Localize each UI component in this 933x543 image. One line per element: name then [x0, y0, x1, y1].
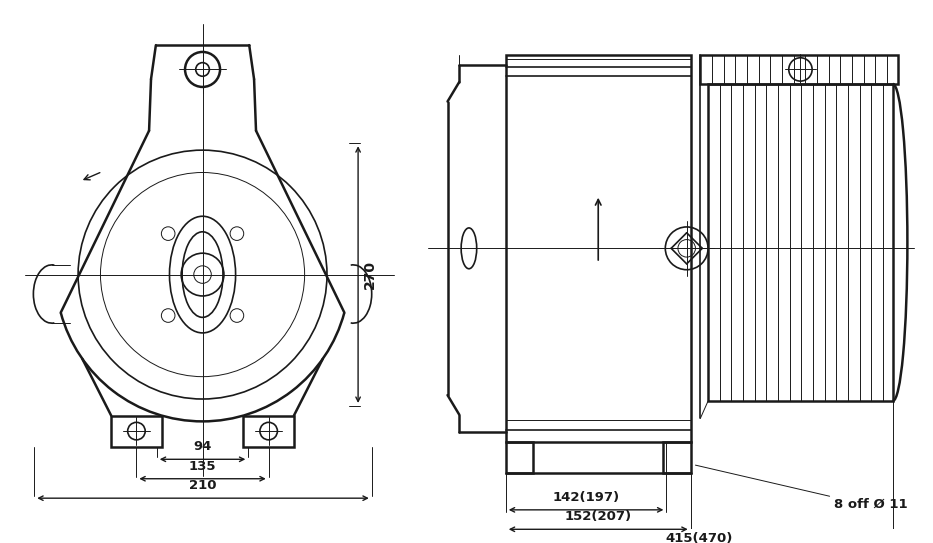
Bar — [663, 442, 690, 473]
Text: 415(470): 415(470) — [665, 532, 733, 543]
Bar — [506, 442, 533, 473]
Text: 270: 270 — [363, 260, 377, 289]
Text: 152(207): 152(207) — [564, 510, 632, 523]
Text: 210: 210 — [189, 479, 216, 493]
Text: 94: 94 — [193, 440, 212, 453]
Bar — [708, 84, 893, 401]
Bar — [701, 55, 898, 84]
Text: 8 off Ø 11: 8 off Ø 11 — [834, 497, 908, 510]
Bar — [244, 415, 294, 447]
Text: 142(197): 142(197) — [552, 491, 620, 504]
Bar — [506, 55, 690, 442]
Bar — [111, 415, 161, 447]
Text: 135: 135 — [188, 460, 216, 473]
